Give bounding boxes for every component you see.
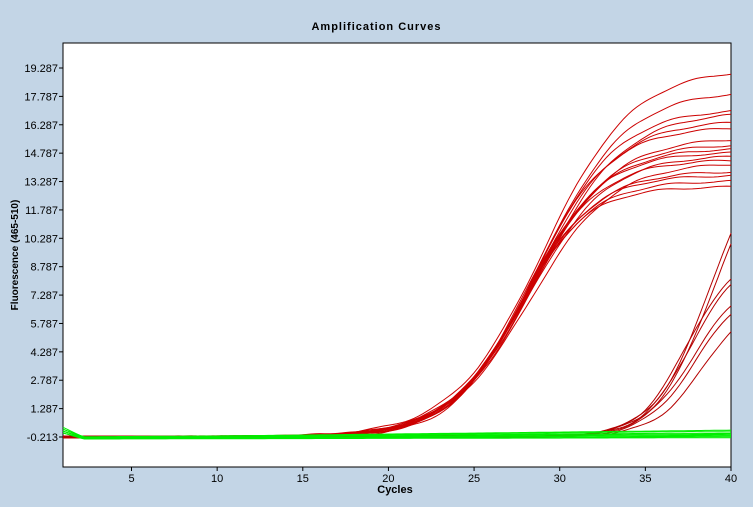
y-tick-label: 2.787 bbox=[30, 375, 58, 387]
curve-negative bbox=[62, 428, 732, 438]
curve-negative bbox=[62, 430, 731, 439]
chart-title: Amplification Curves bbox=[311, 21, 442, 33]
y-tick-label: 1.287 bbox=[30, 404, 58, 416]
plot-area bbox=[62, 42, 732, 468]
y-tick-label: 19.287 bbox=[24, 63, 58, 75]
axes: 5 10 15 20 25 30 35 40 -0.213 1.287 2.787 4.287 5.78… bbox=[24, 63, 737, 485]
curve-negative bbox=[62, 432, 731, 440]
y-tick-label: 14.787 bbox=[24, 148, 58, 160]
x-tick-label: 20 bbox=[382, 473, 394, 485]
y-tick-label: 16.287 bbox=[24, 120, 58, 132]
y-tick-label: 11.787 bbox=[25, 205, 58, 217]
y-tick-label: 5.787 bbox=[30, 318, 58, 330]
x-tick-label: 15 bbox=[297, 473, 309, 485]
x-tick-label: 30 bbox=[554, 473, 566, 485]
x-tick-label: 35 bbox=[639, 473, 651, 485]
x-tick-label: 40 bbox=[725, 473, 737, 485]
y-tick-label: -0.213 bbox=[27, 432, 58, 444]
y-tick-label: 10.287 bbox=[24, 233, 58, 245]
curves bbox=[62, 73, 732, 440]
x-tick-label: 10 bbox=[211, 473, 223, 485]
x-axis-label: Cycles bbox=[377, 484, 413, 496]
x-tick-label: 25 bbox=[468, 473, 480, 485]
y-tick-label: 13.287 bbox=[24, 177, 58, 189]
y-tick-label: 8.787 bbox=[30, 262, 58, 274]
y-tick-label: 4.287 bbox=[30, 347, 58, 359]
y-tick-label: 7.287 bbox=[30, 290, 58, 302]
x-tick-label: 5 bbox=[128, 473, 134, 485]
y-tick-label: 17.787 bbox=[24, 91, 58, 103]
